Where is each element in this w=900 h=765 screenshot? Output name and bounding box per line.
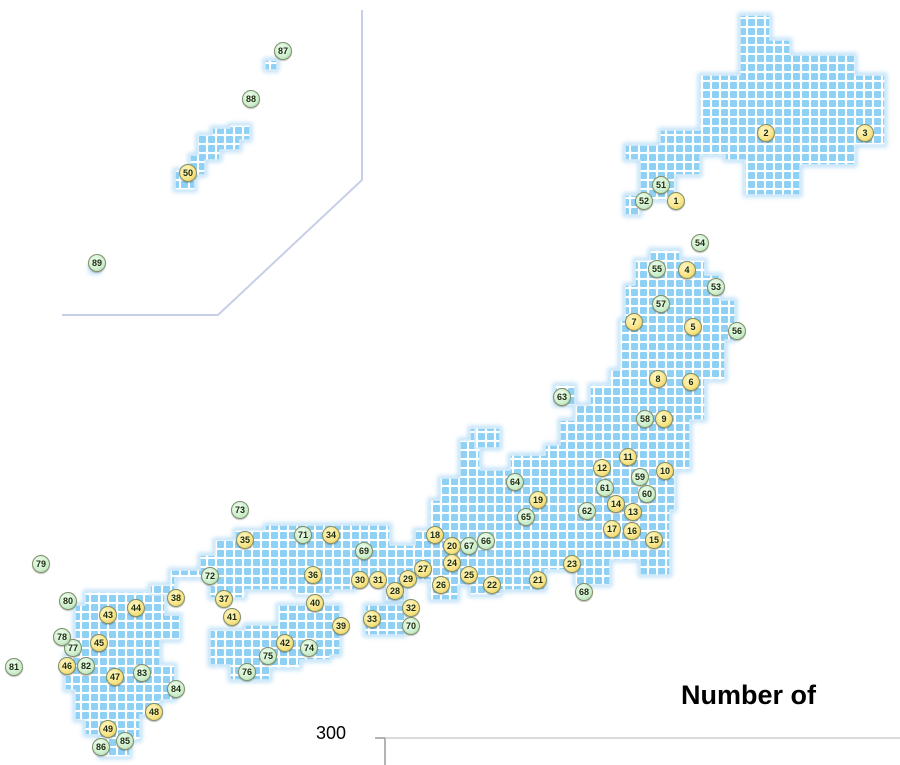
station-marker-57: 57	[652, 295, 670, 313]
station-marker-30: 30	[351, 571, 369, 589]
station-marker-8: 8	[649, 370, 667, 388]
station-marker-17: 17	[603, 520, 621, 538]
station-marker-52: 52	[635, 192, 653, 210]
station-marker-58: 58	[636, 410, 654, 428]
station-marker-71: 71	[294, 526, 312, 544]
station-marker-76: 76	[238, 663, 256, 681]
station-marker-68: 68	[575, 583, 593, 601]
station-marker-23: 23	[563, 555, 581, 573]
station-marker-50: 50	[179, 164, 197, 182]
station-marker-6: 6	[682, 373, 700, 391]
station-marker-73: 73	[231, 501, 249, 519]
station-marker-79: 79	[32, 555, 50, 573]
station-marker-26: 26	[432, 576, 450, 594]
station-marker-88: 88	[242, 90, 260, 108]
station-marker-59: 59	[631, 468, 649, 486]
station-marker-13: 13	[624, 503, 642, 521]
station-marker-41: 41	[223, 608, 241, 626]
station-marker-89: 89	[88, 254, 106, 272]
station-marker-53: 53	[707, 278, 725, 296]
station-marker-9: 9	[655, 410, 673, 428]
station-marker-20: 20	[443, 537, 461, 555]
station-marker-40: 40	[306, 594, 324, 612]
station-marker-65: 65	[517, 508, 535, 526]
station-marker-78: 78	[53, 628, 71, 646]
station-marker-35: 35	[236, 531, 254, 549]
station-marker-2: 2	[757, 124, 775, 142]
station-marker-1: 1	[667, 192, 685, 210]
station-marker-82: 82	[77, 657, 95, 675]
station-marker-10: 10	[656, 462, 674, 480]
station-marker-4: 4	[678, 261, 696, 279]
station-marker-29: 29	[399, 570, 417, 588]
station-marker-83: 83	[133, 664, 151, 682]
station-marker-15: 15	[645, 531, 663, 549]
station-marker-75: 75	[259, 647, 277, 665]
station-marker-47: 47	[106, 668, 124, 686]
y-axis-tick-label: 300	[316, 723, 347, 743]
station-marker-61: 61	[596, 479, 614, 497]
station-marker-81: 81	[5, 658, 23, 676]
station-marker-54: 54	[691, 234, 709, 252]
station-marker-51: 51	[652, 176, 670, 194]
station-marker-84: 84	[167, 680, 185, 698]
station-marker-56: 56	[728, 322, 746, 340]
chart-title: Number of	[681, 680, 816, 710]
station-marker-19: 19	[529, 491, 547, 509]
station-marker-25: 25	[460, 566, 478, 584]
station-marker-24: 24	[443, 554, 461, 572]
station-marker-74: 74	[300, 639, 318, 657]
amami-island	[264, 59, 278, 71]
station-marker-42: 42	[276, 634, 294, 652]
station-marker-38: 38	[167, 589, 185, 607]
station-marker-18: 18	[426, 526, 444, 544]
station-marker-28: 28	[386, 582, 404, 600]
station-marker-33: 33	[363, 610, 381, 628]
station-marker-43: 43	[99, 606, 117, 624]
station-marker-12: 12	[593, 459, 611, 477]
station-marker-27: 27	[414, 560, 432, 578]
station-marker-48: 48	[145, 703, 163, 721]
station-marker-85: 85	[116, 732, 134, 750]
station-marker-77: 77	[64, 639, 82, 657]
station-marker-34: 34	[322, 526, 340, 544]
station-marker-21: 21	[529, 571, 547, 589]
station-marker-67: 67	[460, 537, 478, 555]
hokkaido	[624, 14, 886, 216]
inset-border	[62, 10, 363, 316]
station-marker-16: 16	[623, 522, 641, 540]
station-marker-31: 31	[369, 571, 387, 589]
station-marker-60: 60	[638, 485, 656, 503]
station-marker-46: 46	[58, 657, 76, 675]
station-marker-66: 66	[477, 532, 495, 550]
station-marker-14: 14	[607, 495, 625, 513]
station-marker-49: 49	[99, 720, 117, 738]
station-marker-39: 39	[332, 617, 350, 635]
station-marker-37: 37	[215, 590, 233, 608]
station-marker-72: 72	[201, 567, 219, 585]
station-marker-45: 45	[90, 634, 108, 652]
station-marker-32: 32	[402, 599, 420, 617]
station-marker-3: 3	[856, 124, 874, 142]
shikoku	[209, 604, 341, 681]
station-marker-80: 80	[59, 592, 77, 610]
station-marker-44: 44	[127, 599, 145, 617]
station-marker-22: 22	[483, 576, 501, 594]
station-marker-87: 87	[274, 42, 292, 60]
station-marker-5: 5	[684, 318, 702, 336]
station-marker-11: 11	[619, 448, 637, 466]
station-marker-63: 63	[553, 388, 571, 406]
station-marker-7: 7	[625, 313, 643, 331]
station-marker-86: 86	[92, 738, 110, 756]
station-marker-70: 70	[402, 617, 420, 635]
station-marker-62: 62	[578, 502, 596, 520]
station-marker-55: 55	[648, 260, 666, 278]
station-marker-69: 69	[355, 542, 373, 560]
station-marker-64: 64	[506, 473, 524, 491]
station-marker-36: 36	[304, 566, 322, 584]
noto-peninsula	[474, 427, 501, 449]
